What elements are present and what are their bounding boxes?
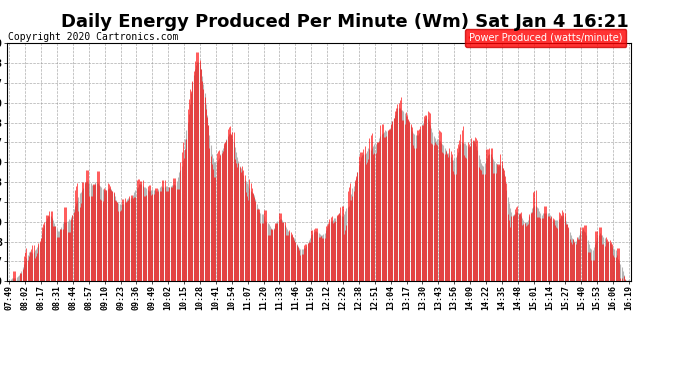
Text: Daily Energy Produced Per Minute (Wm) Sat Jan 4 16:21: Daily Energy Produced Per Minute (Wm) Sa… — [61, 13, 629, 31]
Legend: Power Produced (watts/minute): Power Produced (watts/minute) — [465, 29, 627, 47]
Text: Copyright 2020 Cartronics.com: Copyright 2020 Cartronics.com — [8, 32, 178, 42]
